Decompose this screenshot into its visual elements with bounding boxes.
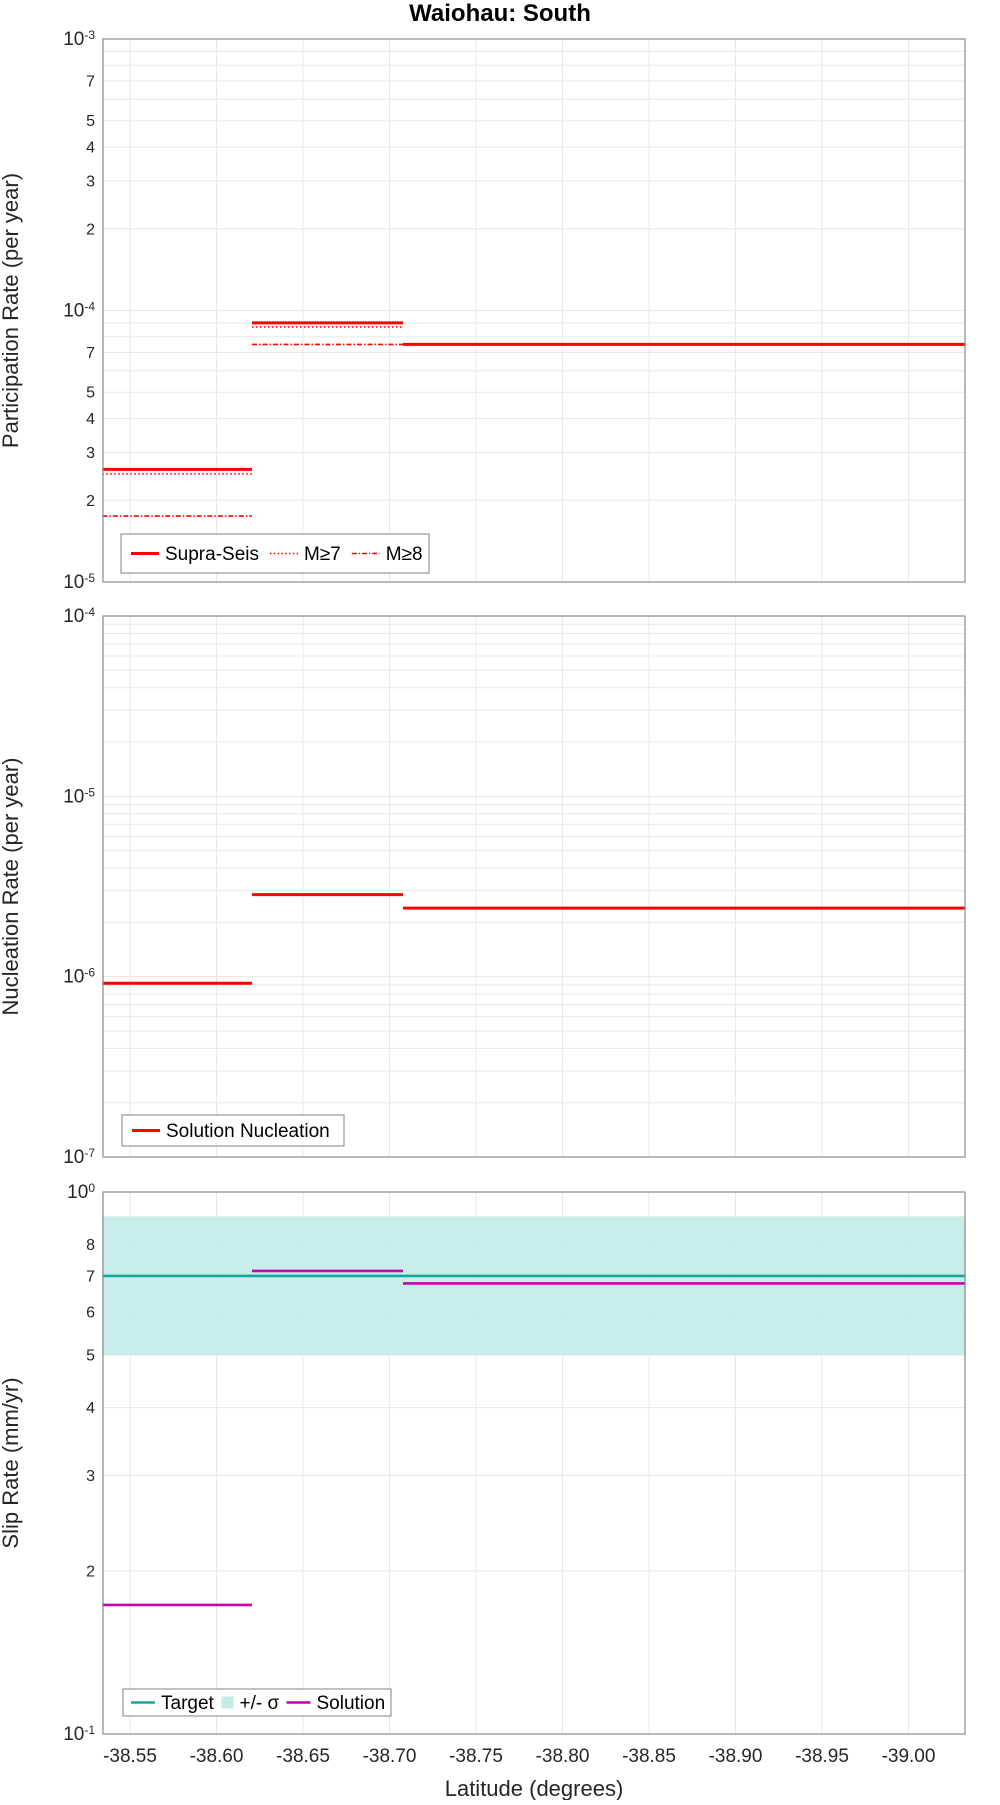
svg-text:4: 4 [86,140,95,157]
svg-text:-38.95: -38.95 [795,1746,849,1767]
svg-text:3: 3 [86,445,95,462]
svg-text:Latitude (degrees): Latitude (degrees) [445,1776,624,1800]
svg-text:4: 4 [86,1400,95,1417]
svg-text:5: 5 [86,1348,95,1365]
svg-text:3: 3 [86,173,95,190]
svg-text:7: 7 [86,345,95,362]
svg-text:-38.70: -38.70 [363,1746,417,1767]
svg-text:-38.55: -38.55 [103,1746,157,1767]
svg-text:6: 6 [86,1305,95,1322]
svg-text:2: 2 [86,1563,95,1580]
svg-text:-38.75: -38.75 [449,1746,503,1767]
svg-text:-38.60: -38.60 [190,1746,244,1767]
svg-text:M≥8: M≥8 [386,544,423,565]
svg-text:Nucleation Rate (per year): Nucleation Rate (per year) [0,757,23,1015]
svg-text:M≥7: M≥7 [304,544,341,565]
svg-text:2: 2 [86,221,95,238]
svg-text:-39.00: -39.00 [882,1746,936,1767]
svg-text:-38.85: -38.85 [622,1746,676,1767]
svg-text:Slip Rate (mm/yr): Slip Rate (mm/yr) [0,1377,23,1548]
svg-text:-38.65: -38.65 [276,1746,330,1767]
svg-text:5: 5 [86,385,95,402]
svg-text:2: 2 [86,493,95,510]
svg-text:8: 8 [86,1237,95,1254]
svg-text:Supra-Seis: Supra-Seis [165,544,259,565]
svg-text:5: 5 [86,113,95,130]
svg-text:Target: Target [161,1693,215,1714]
svg-text:Solution: Solution [317,1693,386,1714]
svg-text:-38.80: -38.80 [536,1746,590,1767]
svg-text:3: 3 [86,1468,95,1485]
svg-text:-38.90: -38.90 [709,1746,763,1767]
svg-text:Waiohau: South: Waiohau: South [409,0,591,27]
svg-text:+/- σ: +/- σ [240,1693,280,1714]
svg-text:Participation Rate (per year): Participation Rate (per year) [0,173,23,448]
svg-text:7: 7 [86,74,95,91]
svg-text:4: 4 [86,411,95,428]
svg-text:Solution Nucleation: Solution Nucleation [166,1121,330,1142]
svg-text:7: 7 [86,1268,95,1285]
